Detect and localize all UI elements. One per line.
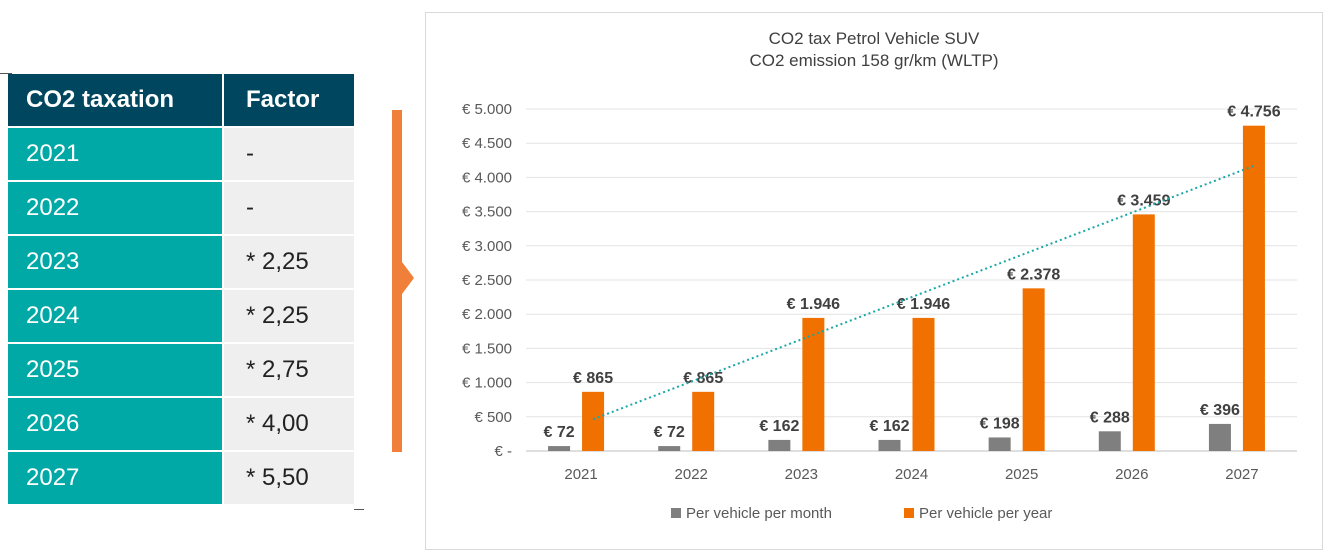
data-label: € 4.756	[1227, 104, 1280, 121]
data-label: € 72	[544, 424, 575, 441]
bar-per-month	[548, 446, 571, 451]
table-bottom-rule	[354, 509, 364, 510]
data-label: € 1.946	[897, 296, 950, 313]
bar-per-month	[988, 437, 1011, 451]
table-header-row: CO2 taxation Factor	[8, 74, 354, 128]
row-year: 2024	[8, 290, 224, 342]
y-tick-label: € 4.500	[462, 135, 512, 152]
data-label: € 396	[1200, 402, 1240, 419]
row-year: 2022	[8, 182, 224, 234]
header-factor: Factor	[224, 74, 354, 126]
bar-per-year	[802, 317, 825, 451]
y-tick-label: € 3.000	[462, 238, 512, 255]
row-factor: -	[224, 182, 354, 234]
y-tick-label: € 500	[474, 409, 512, 426]
x-tick-label: 2021	[564, 466, 597, 483]
table-row: 2027 * 5,50	[8, 452, 354, 506]
bar-per-month	[1098, 431, 1121, 451]
row-factor: * 2,25	[224, 290, 354, 342]
legend-swatch-month	[671, 508, 681, 518]
co2-taxation-table: CO2 taxation Factor 2021 - 2022 - 2023 *…	[0, 73, 364, 510]
bar-per-year	[912, 317, 935, 451]
y-tick-label: € 1.500	[462, 340, 512, 357]
chart-svg: € - € 500 € 1.000 € 1.500 € 2.000 € 2.500 € 3.…	[462, 101, 1297, 522]
row-year: 2027	[8, 452, 224, 504]
data-label: € 1.946	[787, 296, 840, 313]
x-tick-label: 2026	[1115, 466, 1148, 483]
table-row: 2021 -	[8, 128, 354, 182]
data-label: € 865	[573, 370, 613, 387]
x-tick-label: 2027	[1225, 466, 1258, 483]
table-row: 2026 * 4,00	[8, 398, 354, 452]
bracket-arrow-icon	[402, 262, 414, 294]
y-tick-label: € -	[494, 443, 512, 460]
legend-label: Per vehicle per month	[686, 505, 832, 522]
row-year: 2025	[8, 344, 224, 396]
bracket-bar	[392, 110, 402, 452]
bar-per-year	[1022, 288, 1045, 451]
row-factor: * 2,75	[224, 344, 354, 396]
x-tick-label: 2025	[1005, 466, 1038, 483]
row-factor: * 5,50	[224, 452, 354, 504]
data-label: € 162	[869, 418, 909, 435]
y-tick-label: € 2.500	[462, 272, 512, 289]
bar-per-year	[1132, 214, 1155, 451]
bar-per-month	[658, 446, 681, 451]
row-year: 2021	[8, 128, 224, 180]
chart-subtitle: CO2 emission 158 gr/km (WLTP)	[749, 51, 999, 70]
y-tick-label: € 3.500	[462, 204, 512, 221]
row-factor: * 2,25	[224, 236, 354, 288]
y-tick-label: € 2.000	[462, 306, 512, 323]
bar-per-year	[582, 391, 605, 451]
row-factor: * 4,00	[224, 398, 354, 450]
header-co2-taxation: CO2 taxation	[8, 74, 224, 126]
y-tick-label: € 1.000	[462, 375, 512, 392]
bar-per-year	[692, 391, 715, 451]
data-label: € 288	[1090, 409, 1130, 426]
data-label: € 2.378	[1007, 266, 1060, 283]
table-row: 2023 * 2,25	[8, 236, 354, 290]
table-row: 2024 * 2,25	[8, 290, 354, 344]
x-tick-label: 2024	[895, 466, 928, 483]
table-top-rule	[0, 73, 12, 74]
bar-per-month	[768, 439, 791, 451]
row-factor: -	[224, 128, 354, 180]
row-year: 2026	[8, 398, 224, 450]
row-year: 2023	[8, 236, 224, 288]
chart-title: CO2 tax Petrol Vehicle SUV	[768, 29, 980, 48]
y-tick-label: € 5.000	[462, 101, 512, 118]
x-tick-label: 2022	[675, 466, 708, 483]
data-label: € 72	[654, 424, 685, 441]
legend-swatch-year	[904, 508, 914, 518]
bar-per-month	[1208, 423, 1231, 451]
y-tick-label: € 4.000	[462, 169, 512, 186]
data-label: € 865	[683, 370, 723, 387]
chart-frame: CO2 tax Petrol Vehicle SUV CO2 emission …	[425, 12, 1323, 550]
data-label: € 162	[759, 418, 799, 435]
bar-per-month	[878, 439, 901, 451]
legend-label: Per vehicle per year	[919, 505, 1052, 522]
data-label: € 3.459	[1117, 192, 1170, 209]
bar-per-year	[1242, 125, 1265, 451]
data-label: € 198	[980, 415, 1020, 432]
table-row: 2025 * 2,75	[8, 344, 354, 398]
x-tick-label: 2023	[785, 466, 818, 483]
table-row: 2022 -	[8, 182, 354, 236]
